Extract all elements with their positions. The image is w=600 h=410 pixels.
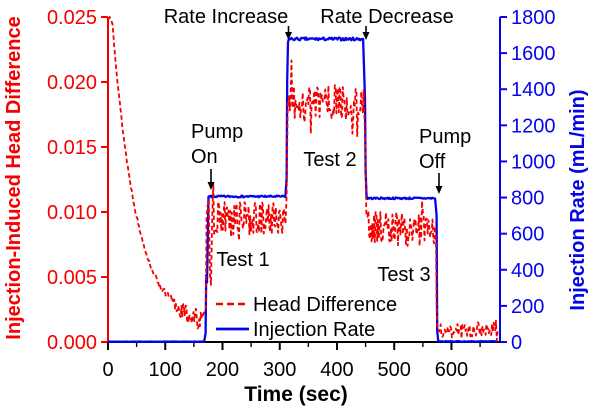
left-tick-label: 0.015: [47, 137, 97, 159]
annotation-test-1: Test 1: [216, 249, 269, 271]
annotation-test-2: Test 2: [303, 149, 356, 171]
annotation-test-3: Test 3: [377, 264, 430, 286]
legend: Head Difference Injection Rate: [216, 294, 397, 341]
left-axis-title: Injection-Induced Head Difference: [3, 16, 25, 339]
right-tick-label: 1600: [511, 43, 556, 65]
annotation-rate-decrease: Rate Decrease: [320, 6, 453, 28]
right-tick-label: 800: [511, 188, 544, 210]
left-axis-ticks: 0.000 0.005 0.010 0.015 0.020 0.025: [47, 7, 108, 354]
x-tick-label: 0: [102, 359, 113, 381]
right-tick-label: 600: [511, 224, 544, 246]
x-axis-ticks: 0 100 200 300 400 500 600: [102, 342, 481, 381]
right-tick-label: 1800: [511, 7, 556, 29]
right-axis-title: Injection Rate (mL/min): [567, 89, 589, 310]
legend-injection-rate-label: Injection Rate: [253, 319, 375, 341]
right-tick-label: 200: [511, 296, 544, 318]
annotation-pump-on-line2: On: [191, 146, 218, 168]
right-tick-label: 1400: [511, 79, 556, 101]
x-tick-label: 600: [435, 359, 468, 381]
legend-head-difference-label: Head Difference: [253, 294, 397, 316]
injection-rate-series: [107, 36, 498, 343]
x-tick-label: 400: [320, 359, 353, 381]
x-axis-title: Time (sec): [244, 383, 348, 406]
head-difference-series: [107, 16, 499, 342]
annotation-rate-increase: Rate Increase: [164, 6, 289, 28]
x-tick-label: 100: [149, 359, 182, 381]
right-axis-ticks: 0 200 400 600 800 1000 1200 1400 1600 1800: [500, 7, 556, 354]
right-tick-label: 1000: [511, 151, 556, 173]
annotation-pump-on-line1: Pump: [191, 121, 243, 143]
x-tick-label: 200: [206, 359, 239, 381]
x-tick-label: 300: [263, 359, 296, 381]
annotation-pump-off-line1: Pump: [419, 126, 471, 148]
left-tick-label: 0.010: [47, 202, 97, 224]
left-tick-label: 0.000: [47, 332, 97, 354]
left-tick-label: 0.025: [47, 7, 97, 29]
right-tick-label: 0: [511, 332, 522, 354]
x-tick-label: 500: [378, 359, 411, 381]
left-tick-label: 0.020: [47, 72, 97, 94]
left-tick-label: 0.005: [47, 267, 97, 289]
annotation-pump-off-line2: Off: [419, 151, 446, 173]
right-tick-label: 400: [511, 260, 544, 282]
annotations: Rate Increase Rate Decrease Pump On Pump…: [164, 6, 472, 286]
right-tick-label: 1200: [511, 115, 556, 137]
